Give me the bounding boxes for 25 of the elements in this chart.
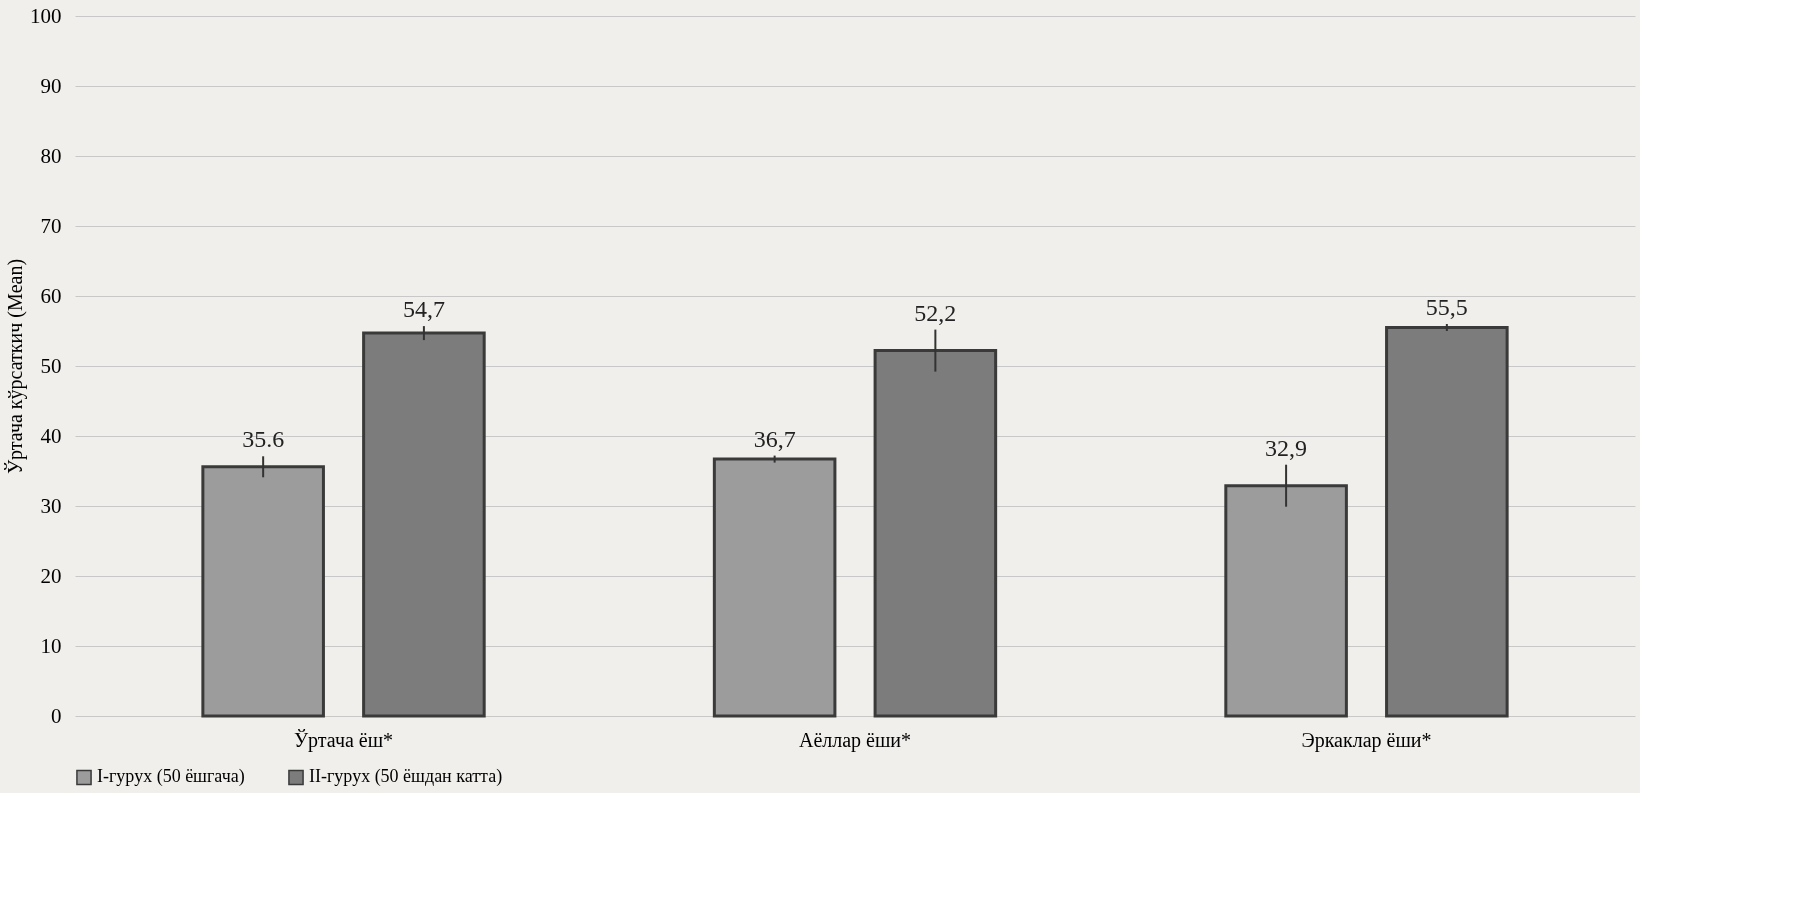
data-label: 32,9 bbox=[1265, 434, 1308, 461]
y-tick-label: 70 bbox=[40, 213, 62, 238]
y-tick-label: 90 bbox=[40, 73, 62, 98]
y-tick-label: 20 bbox=[40, 563, 62, 588]
x-tick-label: Ўртача ёш* bbox=[293, 728, 394, 752]
y-tick-label: 100 bbox=[30, 3, 62, 28]
y-tick-label: 30 bbox=[40, 493, 62, 518]
y-tick-label: 60 bbox=[40, 283, 62, 308]
legend-label: II-гурух (50 ёшдан катта) bbox=[309, 766, 503, 788]
data-label: 52,2 bbox=[914, 299, 957, 326]
x-tick-label: Эркаклар ёши* bbox=[1301, 728, 1432, 752]
bar bbox=[1385, 326, 1509, 718]
y-tick-label: 80 bbox=[40, 143, 62, 168]
y-axis-title: Ўртача кўрсаткич (Mean) bbox=[4, 258, 27, 475]
data-label: 54,7 bbox=[402, 296, 445, 323]
y-tick-label: 10 bbox=[40, 633, 62, 658]
y-tick-label: 50 bbox=[40, 353, 62, 378]
legend-label: I-гурух (50 ёшгача) bbox=[97, 766, 245, 788]
x-tick-label: Аёллар ёши* bbox=[798, 728, 912, 752]
y-tick-label: 0 bbox=[51, 703, 62, 728]
data-label: 55,5 bbox=[1425, 294, 1468, 320]
bar bbox=[712, 457, 837, 718]
y-tick-label: 40 bbox=[40, 423, 62, 448]
data-label: 35.6 bbox=[242, 426, 285, 453]
data-label: 36,7 bbox=[753, 425, 796, 452]
